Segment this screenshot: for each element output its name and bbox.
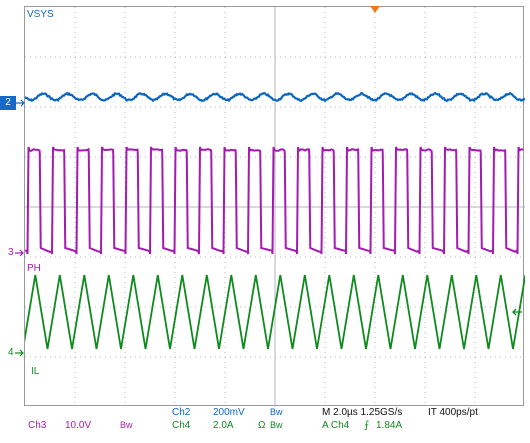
trigger-source-readout[interactable]: A Ch4 [322,420,350,431]
timebase-readout[interactable]: M 2.0µs 1.25GS/s [322,407,403,418]
ch3-bandwidth-limit: Bw [120,420,133,430]
ch4-termination: Ω [258,420,266,431]
ch2-bandwidth-limit: Bw [270,407,283,417]
ch4-scale[interactable]: 2.0A [213,420,234,431]
trigger-position-icon[interactable] [370,6,380,14]
ch3-ground-marker[interactable]: 3 [8,247,14,258]
ch3-scale[interactable]: 10.0V [65,420,92,431]
trigger-level-icon[interactable] [511,307,523,317]
oscilloscope-display: VSYS PH IL [24,6,525,407]
ch2-scale[interactable]: 200mV [213,407,245,418]
record-interval-readout: IT 400ps/pt [428,407,478,418]
graticule [25,7,525,407]
ch2-marker-number: 2 [5,97,11,108]
ch2-ground-marker[interactable]: 2 [0,96,16,110]
ch1-name-label: VSYS [27,9,54,20]
ch4-name-label: IL [31,366,40,377]
ch4-label[interactable]: Ch4 [172,420,191,431]
ch4-bandwidth-limit: Bw [270,420,283,430]
trigger-level-readout[interactable]: 1.84A [376,420,403,431]
ch2-label[interactable]: Ch2 [172,407,191,418]
ch4-ground-marker-arrow-icon [15,349,24,357]
ch4-ground-marker[interactable]: 4 [8,347,14,358]
ch2-ground-marker-arrow-icon [16,99,25,107]
ch2-ripple-waveform [25,91,525,103]
ch3-switching-waveform [25,146,524,255]
trigger-slope-icon: ⨍ [364,420,370,431]
waveform-plot [25,7,525,407]
ch3-ground-marker-arrow-icon [15,249,24,257]
ch3-name-label: PH [27,263,41,274]
ch4-inductor-current-waveform [25,274,525,350]
status-bar: Ch2 200mV Bw M 2.0µs 1.25GS/s IT 400ps/p… [0,406,530,443]
ch3-label[interactable]: Ch3 [28,420,47,431]
waveforms [25,91,525,350]
